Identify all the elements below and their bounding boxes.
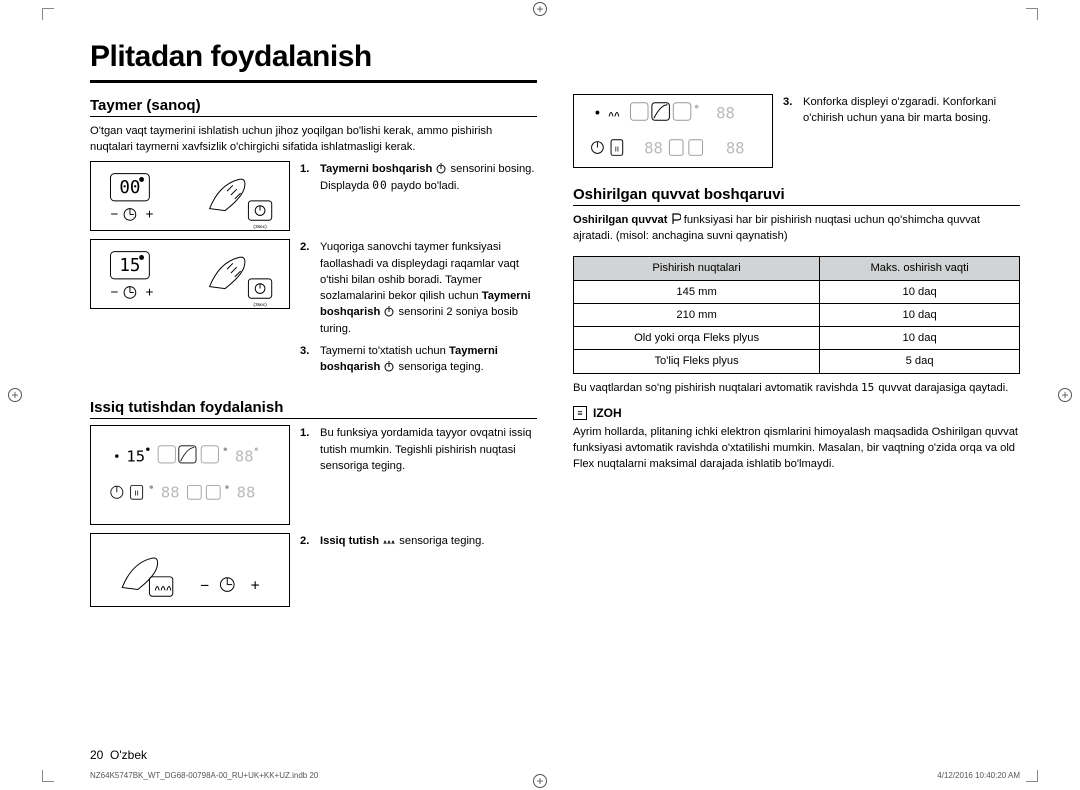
print-info: NZ64K5747BK_WT_DG68-00798A-00_RU+UK+KK+U… [90, 771, 1020, 780]
boost-p-icon [671, 213, 681, 225]
svg-text:II: II [614, 144, 618, 153]
table-row: 210 mm10 daq [574, 303, 1020, 326]
step-text: Bu funksiya yordamida tayyor ovqatni iss… [320, 425, 537, 474]
step-text: Taymerni to'xtatish uchun Taymerni boshq… [320, 343, 537, 375]
display-00-icon: 00 [372, 179, 387, 192]
svg-text:+: + [250, 578, 259, 595]
svg-text:88: 88 [161, 484, 180, 502]
timer-icon [383, 305, 395, 317]
step-text: Yuqoriga sanovchi taymer funksiyasi faol… [320, 239, 537, 336]
timer-icon [383, 360, 395, 372]
svg-text:88: 88 [716, 104, 735, 122]
svg-text:88: 88 [644, 139, 663, 157]
section-keepwarm-title: Issiq tutishdan foydalanish [90, 399, 537, 419]
keepwarm-icon [382, 534, 396, 546]
page-content: Plitadan foydalanish Taymer (sanoq) O'tg… [90, 40, 1020, 730]
svg-text:(3sec): (3sec) [253, 225, 267, 231]
note-heading: ≡ IZOH [573, 406, 1020, 420]
table-row: Old yoki orqa Fleks plyus10 daq [574, 327, 1020, 350]
svg-text:−: − [110, 285, 118, 300]
svg-text:−: − [200, 578, 209, 595]
left-column: Plitadan foydalanish Taymer (sanoq) O'tg… [90, 40, 537, 730]
step-number: 3. [783, 94, 797, 126]
step-text: Taymerni boshqarish sensorini bosing. Di… [320, 161, 535, 193]
step-number: 3. [300, 343, 314, 375]
table-row: To'liq Fleks plyus5 daq [574, 350, 1020, 373]
svg-text:(3sec): (3sec) [253, 303, 267, 309]
figure-keepwarm-panel: 15 88 II 88 88 [90, 425, 290, 525]
timer-icon [435, 162, 447, 174]
section-timer-intro: O'tgan vaqt taymerini ishlatish uchun ji… [90, 123, 537, 155]
step-text: Konforka displeyi o'zgaradi. Konforkani … [803, 94, 1020, 126]
registration-mark [8, 388, 22, 402]
page-footer: 20 O'zbek [90, 748, 147, 762]
svg-text:88: 88 [235, 448, 254, 466]
page-title: Plitadan foydalanish [90, 40, 537, 83]
power-level-icon: 15 [861, 381, 875, 393]
step-text: Issiq tutish sensoriga teging. [320, 533, 485, 549]
note-icon: ≡ [573, 406, 587, 420]
section-boost-intro: Oshirilgan quvvat funksiyasi har bir pis… [573, 212, 1020, 244]
section-boost-title: Oshirilgan quvvat boshqaruvi [573, 186, 1020, 206]
step-number: 1. [300, 425, 314, 474]
svg-text:15: 15 [119, 257, 140, 277]
note-text: Ayrim hollarda, plitaning ichki elektron… [573, 424, 1020, 473]
step-number: 2. [300, 239, 314, 336]
figure-burner-change: 88 II 88 88 [573, 94, 773, 168]
registration-mark [533, 2, 547, 16]
table-row: 145 mm10 daq [574, 280, 1020, 303]
svg-text:88: 88 [726, 139, 745, 157]
svg-text:88: 88 [237, 484, 256, 502]
svg-text:II: II [134, 489, 138, 498]
step-number: 1. [300, 161, 314, 193]
table-header: Maks. oshirish vaqti [820, 257, 1020, 280]
boost-table: Pishirish nuqtalari Maks. oshirish vaqti… [573, 256, 1020, 373]
right-column: 88 II 88 88 3. Konforka displeyi o'zgara… [573, 40, 1020, 730]
figure-keepwarm-touch: − + [90, 533, 290, 607]
svg-text:15: 15 [126, 448, 145, 466]
table-header: Pishirish nuqtalari [574, 257, 820, 280]
svg-text:00: 00 [119, 179, 140, 199]
svg-text:15: 15 [861, 381, 874, 393]
registration-mark [1058, 388, 1072, 402]
step-number: 2. [300, 533, 314, 549]
svg-text:−: − [110, 207, 118, 222]
figure-timer-15: 15 − + (3sec) [90, 239, 290, 309]
section-timer-title: Taymer (sanoq) [90, 97, 537, 117]
svg-text:+: + [145, 207, 153, 222]
svg-text:+: + [145, 285, 153, 300]
figure-timer-00: 00 − + (3sec) [90, 161, 290, 231]
after-table-text: Bu vaqtlardan so'ng pishirish nuqtalari … [573, 380, 1020, 396]
